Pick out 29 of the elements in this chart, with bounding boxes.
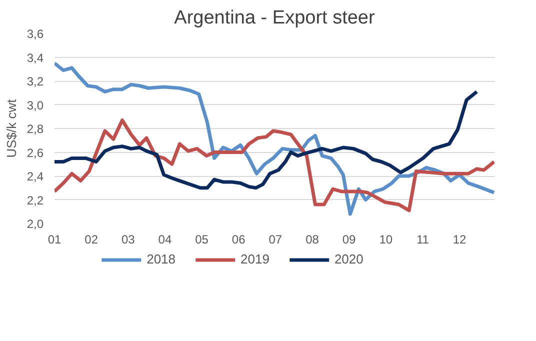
- y-tick-label: 2,6: [26, 146, 44, 160]
- x-tick-label: 09: [342, 232, 356, 246]
- y-axis-title: US$/k cwt: [4, 98, 19, 158]
- x-tick-label: 11: [416, 232, 430, 246]
- legend-label: 2018: [146, 252, 176, 266]
- x-tick-label: 04: [158, 232, 172, 246]
- y-tick-label: 2,4: [26, 170, 44, 184]
- x-tick-label: 06: [232, 232, 246, 246]
- y-tick-label: 2,0: [26, 217, 44, 231]
- legend-label: 2019: [240, 252, 270, 266]
- y-tick-label: 2,2: [26, 193, 44, 208]
- y-tick-label: 3,4: [26, 50, 44, 65]
- x-tick-label: 03: [121, 232, 136, 246]
- y-tick-label: 3,0: [26, 98, 44, 112]
- chart-title: Argentina - Export steer: [174, 8, 376, 28]
- x-tick-label: 07: [268, 232, 282, 246]
- x-tick-label: 10: [379, 232, 393, 246]
- line-series: [54, 118, 494, 212]
- y-tick-label: 2,8: [26, 122, 44, 136]
- x-tick-label: 05: [195, 232, 209, 246]
- x-tick-label: 01: [48, 232, 62, 246]
- y-tick-label: 3,6: [26, 27, 44, 41]
- x-tick-label: 12: [452, 232, 467, 246]
- x-tick-label: 08: [306, 232, 320, 246]
- y-tick-label: 3,2: [26, 74, 44, 88]
- x-tick-label: 02: [84, 232, 98, 246]
- legend-label: 2020: [334, 252, 364, 266]
- line-series: [54, 90, 479, 190]
- line-series: [54, 61, 494, 216]
